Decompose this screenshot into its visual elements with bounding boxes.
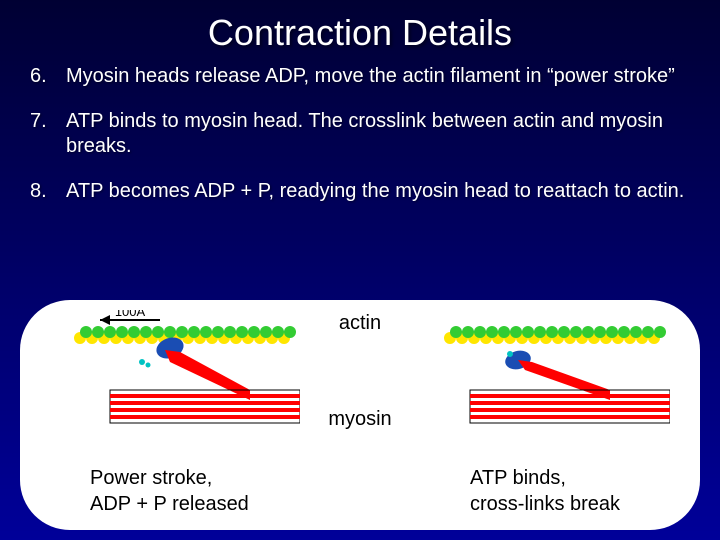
numbered-list: 6. Myosin heads release ADP, move the ac… [0,54,720,204]
list-text: ATP becomes ADP + P, readying the myosin… [66,179,690,204]
caption-right: ATP binds, cross-links break [470,465,620,517]
myosin-label: myosin [328,408,391,431]
caption-line: cross-links break [470,491,620,517]
arrow-label: 100Å [115,310,146,319]
actin-filament-icon [74,326,296,344]
list-item: 8. ATP becomes ADP + P, readying the myo… [30,179,690,204]
actin-label: actin [339,312,381,335]
caption-line: Power stroke, [90,465,249,491]
caption-line: ATP binds, [470,465,620,491]
atp-dot-icon [507,351,513,357]
list-text: Myosin heads release ADP, move the actin… [66,64,690,89]
p-dot-icon [146,363,151,368]
list-item: 7. ATP binds to myosin head. The crossli… [30,109,690,159]
caption-left: Power stroke, ADP + P released [90,465,249,517]
actin-filament-icon [444,326,666,344]
list-number: 8. [30,179,66,204]
slide-title: Contraction Details [0,0,720,54]
diagram-atp-binds [440,310,670,430]
list-number: 7. [30,109,66,159]
adp-dot-icon [139,359,145,365]
myosin-neck-icon [165,350,250,400]
diagram-panel: actin myosin 100Å [20,300,700,530]
diagram-power-stroke: 100Å [70,310,300,430]
list-number: 6. [30,64,66,89]
caption-line: ADP + P released [90,491,249,517]
list-item: 6. Myosin heads release ADP, move the ac… [30,64,690,89]
list-text: ATP binds to myosin head. The crosslink … [66,109,690,159]
